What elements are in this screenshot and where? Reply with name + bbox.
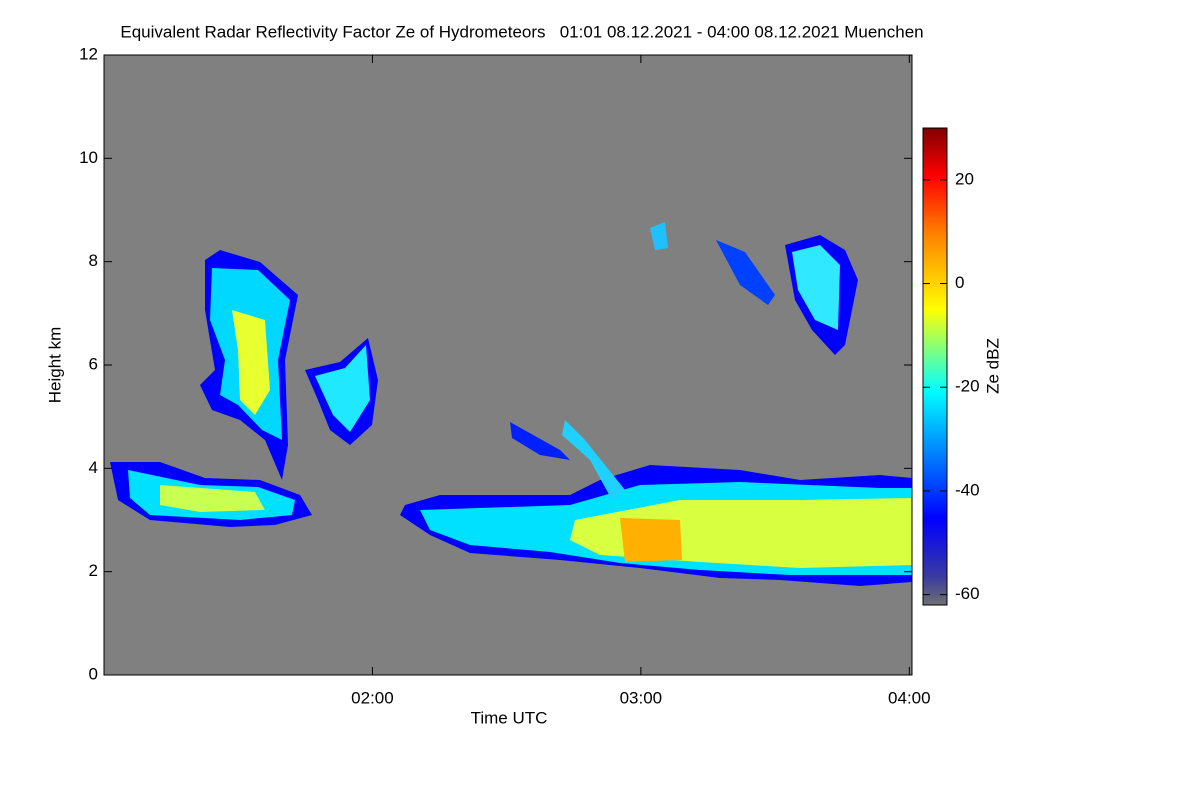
colorbar-tick-label: -20 [955, 377, 980, 396]
colorbar-tick-label: 20 [955, 169, 974, 188]
y-tick-label: 0 [89, 664, 98, 683]
colorbar-tick-label: -60 [955, 584, 980, 603]
echoes [110, 222, 912, 586]
colorbar-tick-label: 0 [955, 273, 964, 292]
y-tick-label: 10 [79, 148, 98, 167]
y-tick-label: 2 [89, 561, 98, 580]
chart-title: Equivalent Radar Reflectivity Factor Ze … [120, 22, 923, 41]
x-axis-label: Time UTC [471, 708, 548, 727]
y-tick-label: 4 [89, 458, 98, 477]
x-tick-label: 02:00 [351, 688, 394, 707]
y-tick-label: 6 [89, 354, 98, 373]
x-tick-label: 03:00 [620, 688, 663, 707]
colorbar-tick-label: -40 [955, 480, 980, 499]
colorbar [922, 127, 948, 606]
y-axis-label: Height km [45, 327, 64, 404]
y-tick-label: 12 [79, 44, 98, 63]
y-tick-label: 8 [89, 251, 98, 270]
axes: 0 2 4 6 8 10 12 02:00 03:00 04:00 -60 -40 -20 0 20 [79, 44, 980, 707]
colorbar-label: Ze dBZ [983, 338, 1002, 394]
x-tick-label: 04:00 [888, 688, 931, 707]
